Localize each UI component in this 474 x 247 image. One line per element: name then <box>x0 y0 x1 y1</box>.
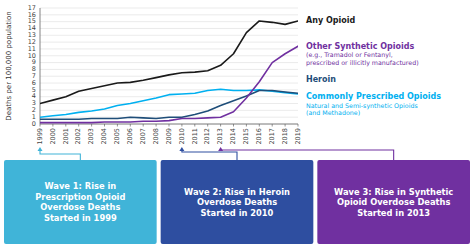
y-tick-label: 16 <box>28 11 36 19</box>
x-tick-label: 2009 <box>165 128 173 145</box>
grid-line <box>40 35 298 36</box>
y-tick-label: 2 <box>32 106 36 114</box>
y-tick-label: 3 <box>32 99 36 107</box>
y-tick-label: 1 <box>32 113 36 121</box>
wave-arrow <box>179 147 237 160</box>
x-tick-label: 2011 <box>191 128 199 145</box>
x-tick-label: 2019 <box>294 128 302 145</box>
series-line <box>40 46 298 122</box>
series-line <box>40 91 298 120</box>
x-tick-label: 2004 <box>100 128 108 145</box>
grid-line <box>40 8 298 9</box>
grid-line <box>40 42 298 43</box>
y-tick-label: 17 <box>28 4 36 12</box>
y-tick-label: 15 <box>28 17 36 25</box>
series-label: Other Synthetic Opioids <box>306 42 414 51</box>
x-axis <box>40 124 298 125</box>
grid-line <box>40 124 298 125</box>
y-tick-label: 9 <box>32 58 36 66</box>
series-note: (e.g., Tramadol or Fentanyl,prescribed o… <box>306 51 419 66</box>
x-tick-label: 2001 <box>62 128 70 145</box>
grid-line <box>40 103 298 104</box>
x-tick-label: 2015 <box>242 128 250 145</box>
x-tick-label: 2012 <box>203 128 211 145</box>
x-tick-label: 2002 <box>74 128 82 145</box>
series-label: Commonly Prescribed Opioids <box>306 92 441 101</box>
grid-line <box>40 110 298 111</box>
y-tick-label: 6 <box>32 79 36 87</box>
wave-box <box>317 160 470 244</box>
x-tick-label: 2014 <box>229 128 237 145</box>
wave-arrow <box>218 147 394 160</box>
x-tick-label: 2013 <box>216 128 224 145</box>
grid-line <box>40 76 298 77</box>
chart: 0123456789101112131415161719992000200120… <box>0 0 474 247</box>
y-tick-label: 11 <box>28 45 36 53</box>
x-tick-label: 2016 <box>255 128 263 145</box>
grid-line <box>40 96 298 97</box>
grid-line <box>40 55 298 56</box>
y-tick-label: 8 <box>32 65 36 73</box>
wave-text: Wave 3: Rise in SyntheticOpioid Overdose… <box>334 186 453 217</box>
grid-line <box>40 69 298 70</box>
grid-line <box>40 48 298 49</box>
series-label: Heroin <box>306 75 336 84</box>
y-tick-label: 13 <box>28 31 36 39</box>
grid-line <box>40 14 298 15</box>
x-tick-label: 2000 <box>49 128 57 145</box>
y-tick-label: 4 <box>32 92 36 100</box>
x-tick-label: 1999 <box>36 128 44 145</box>
x-tick-label: 2003 <box>87 128 95 145</box>
x-tick-label: 2010 <box>178 128 186 145</box>
grid-line <box>40 62 298 63</box>
series-label: Any Opioid <box>306 16 355 25</box>
wave-box <box>161 160 314 244</box>
x-tick-label: 2018 <box>281 128 289 145</box>
x-tick-label: 2008 <box>152 128 160 145</box>
wave-box <box>4 160 157 244</box>
x-tick-label: 2006 <box>126 128 134 145</box>
y-tick-label: 0 <box>32 120 36 128</box>
grid <box>40 8 298 124</box>
lines <box>40 21 298 123</box>
series-note: Natural and Semi-synthetic Opioids(and M… <box>306 102 418 117</box>
wave-text: Wave 1: Rise inPrescription OpioidOverdo… <box>35 181 125 223</box>
x-tick-label: 2017 <box>268 128 276 145</box>
y-tick-label: 12 <box>28 38 36 46</box>
y-axis-label: Deaths per 100,000 population <box>5 11 13 120</box>
y-axis <box>40 8 41 124</box>
y-tick-label: 14 <box>28 24 36 32</box>
wave-text: Wave 2: Rise in HeroinOverdose DeathsSta… <box>184 186 290 217</box>
y-tick-label: 7 <box>32 72 36 80</box>
wave-arrow <box>38 147 81 160</box>
x-tick-label: 2007 <box>139 128 147 145</box>
x-tick-label: 2005 <box>113 128 121 145</box>
y-tick-label: 10 <box>28 52 36 60</box>
grid-line <box>40 28 298 29</box>
y-tick-label: 5 <box>32 86 36 94</box>
series-line <box>40 89 298 117</box>
